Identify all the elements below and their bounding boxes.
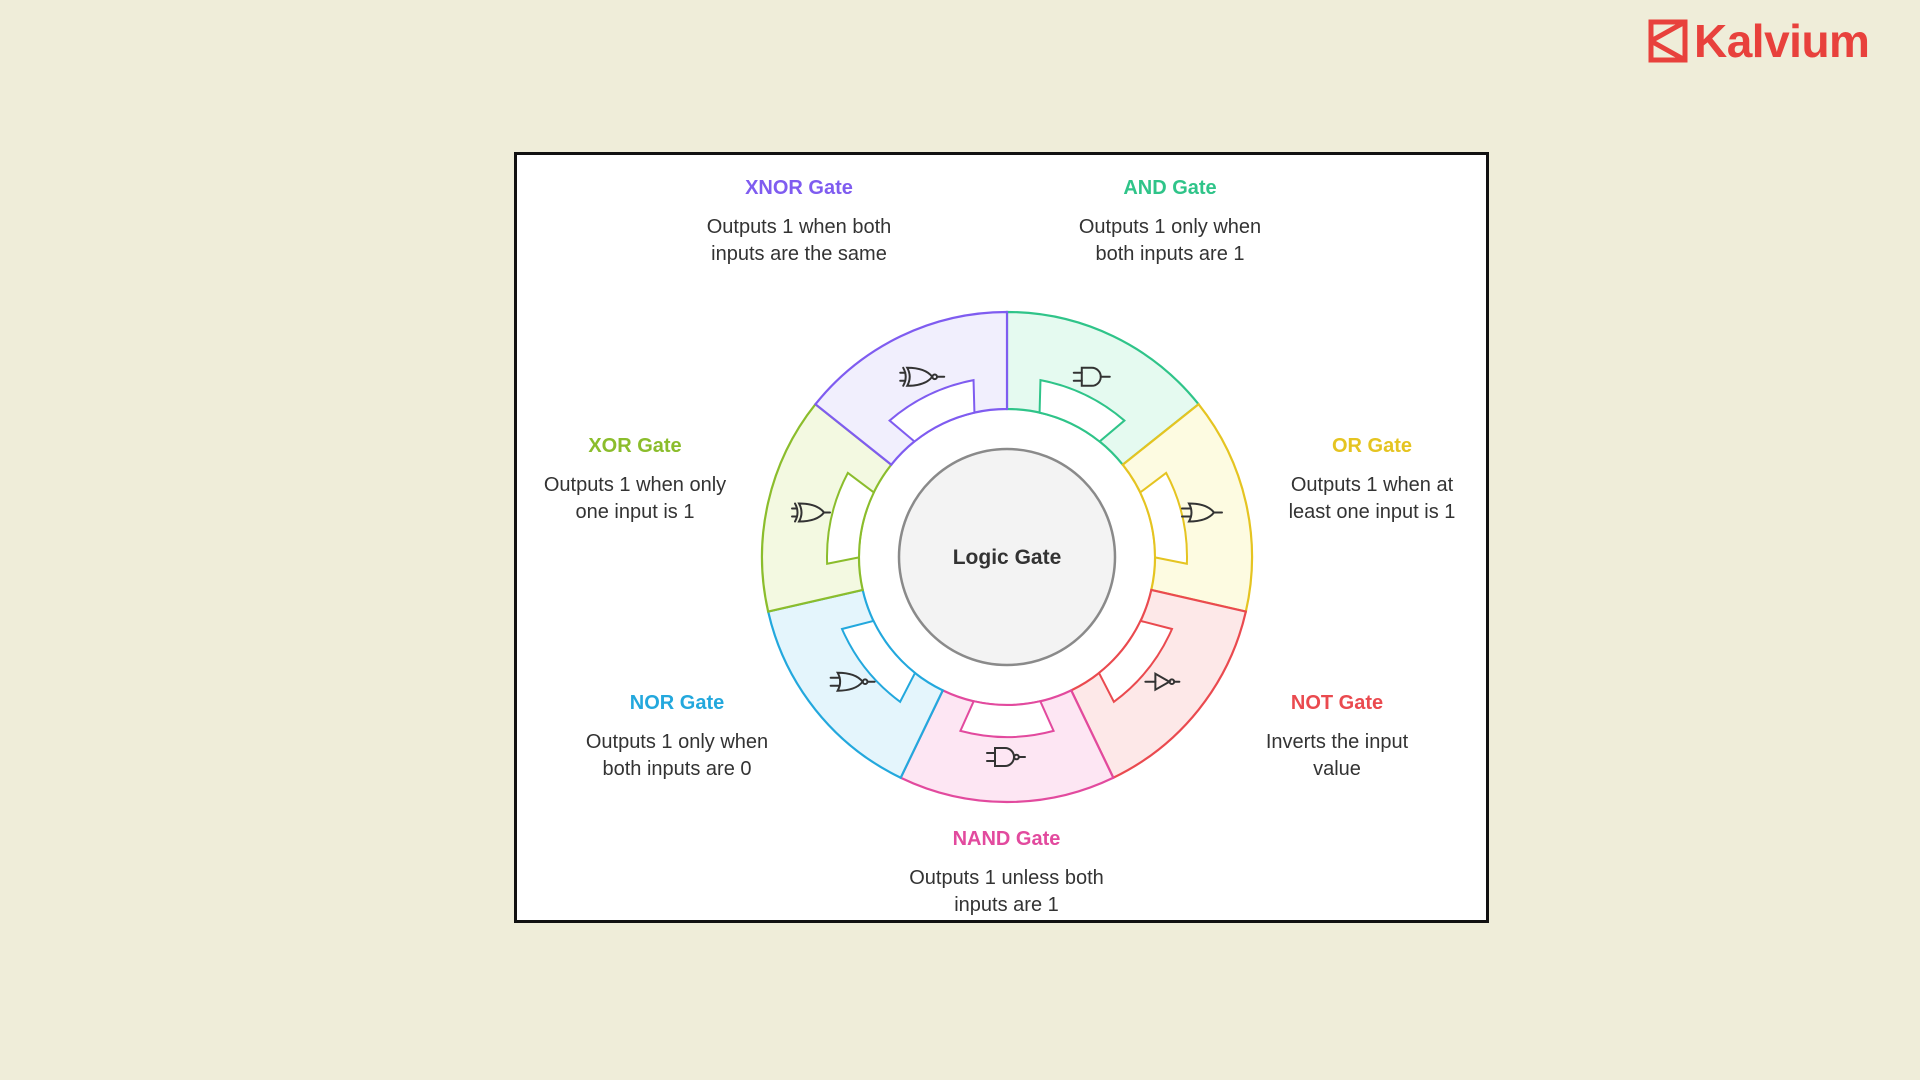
gate-label-nor: NOR Gate Outputs 1 only when both inputs … xyxy=(582,692,772,783)
nor-gate-icon xyxy=(829,671,876,692)
diagram-frame: Logic Gate AND Gate Outputs 1 only when b… xyxy=(514,152,1489,923)
xnor-gate-icon xyxy=(899,366,946,387)
gate-label-or: OR Gate Outputs 1 when at least one input… xyxy=(1272,435,1472,526)
gate-connector-or xyxy=(1138,471,1188,565)
gate-segment-or xyxy=(1121,402,1254,613)
gate-label-nand: NAND Gate Outputs 1 unless both inputs ar… xyxy=(904,828,1109,919)
gate-title-or: OR Gate xyxy=(1331,435,1413,457)
gate-segment-xnor xyxy=(813,310,1009,467)
brand-name: Kalvium xyxy=(1694,15,1870,67)
gate-title-xor: XOR Gate xyxy=(588,435,682,457)
gate-segment-nand xyxy=(899,688,1115,804)
gate-description-xnor: Outputs 1 when both inputs are the same xyxy=(706,216,892,265)
gate-segment-and xyxy=(1005,310,1201,467)
gate-title-not: NOT Gate xyxy=(1290,692,1384,714)
and-gate-icon xyxy=(1072,366,1111,387)
gate-connector-and xyxy=(1038,378,1126,443)
gate-connector-nor xyxy=(840,619,917,704)
gate-description-nor: Outputs 1 only when both inputs are 0 xyxy=(585,731,769,780)
or-gate-icon xyxy=(1180,502,1223,523)
gate-description-or: Outputs 1 when at least one input is 1 xyxy=(1288,474,1456,523)
kalvium-logo-icon xyxy=(1648,19,1688,63)
gate-connector-xor xyxy=(826,471,876,565)
gate-segment-xor xyxy=(760,402,893,613)
not-gate-icon xyxy=(1144,671,1181,692)
gate-title-xnor: XNOR Gate xyxy=(745,177,853,199)
gate-description-nand: Outputs 1 unless both inputs are 1 xyxy=(909,867,1104,916)
gate-connector-nand xyxy=(959,700,1055,738)
gate-segment-not xyxy=(1069,588,1248,780)
gate-label-and: AND Gate Outputs 1 only when both inputs … xyxy=(1075,177,1265,268)
gate-title-nand: NAND Gate xyxy=(952,828,1061,850)
center-label: Logic Gate xyxy=(953,546,1062,569)
xor-gate-icon xyxy=(791,502,832,523)
gate-title-nor: NOR Gate xyxy=(629,692,725,714)
gate-connector-not xyxy=(1097,619,1174,704)
center-hub xyxy=(897,447,1117,667)
gate-label-not: NOT Gate Inverts the input value xyxy=(1242,692,1432,783)
gate-label-xor: XOR Gate Outputs 1 when only one input is… xyxy=(535,435,735,526)
gate-title-and: AND Gate xyxy=(1123,177,1217,199)
gate-segment-nor xyxy=(766,588,945,780)
gate-description-and: Outputs 1 only when both inputs are 1 xyxy=(1078,216,1262,265)
gate-label-xnor: XNOR Gate Outputs 1 when both inputs are … xyxy=(705,177,893,268)
kalvium-logo: Kalvium xyxy=(1648,15,1870,67)
gate-description-xor: Outputs 1 when only one input is 1 xyxy=(543,474,727,523)
logic-gate-wheel: Logic Gate xyxy=(760,310,1254,804)
gate-description-not: Inverts the input value xyxy=(1265,731,1409,780)
nand-gate-icon xyxy=(986,747,1026,767)
gate-connector-xnor xyxy=(888,378,976,443)
